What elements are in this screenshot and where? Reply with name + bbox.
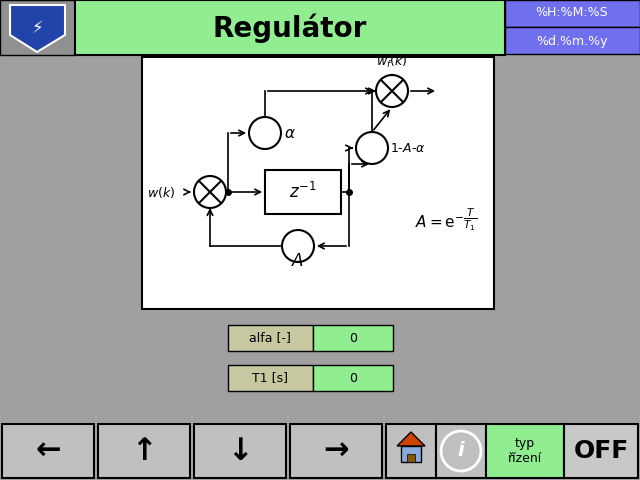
Text: $A = \mathrm{e}^{-\dfrac{T}{T_1}}$: $A = \mathrm{e}^{-\dfrac{T}{T_1}}$ (415, 207, 477, 233)
Text: $\alpha$: $\alpha$ (284, 125, 296, 141)
Text: T1 [s]: T1 [s] (252, 372, 288, 384)
Text: %H:%M:%S: %H:%M:%S (536, 7, 608, 20)
Bar (142, 57, 494, 309)
Bar (228, 365, 313, 391)
Bar (194, 424, 286, 478)
Text: →: → (323, 436, 349, 466)
Circle shape (249, 117, 281, 149)
Bar (98, 424, 190, 478)
Bar (290, 424, 382, 478)
Bar (2, 424, 94, 478)
Text: $w_f(k)$: $w_f(k)$ (376, 54, 408, 70)
Bar (486, 424, 564, 478)
Text: typ
řízení: typ řízení (508, 437, 542, 465)
Text: $A$: $A$ (291, 252, 305, 270)
Bar (0, 0, 75, 55)
Text: 0: 0 (349, 332, 357, 345)
Text: i: i (458, 442, 464, 460)
Text: 0: 0 (349, 372, 357, 384)
Text: ↑: ↑ (131, 436, 157, 466)
Text: $z^{-1}$: $z^{-1}$ (289, 182, 317, 202)
Circle shape (194, 176, 226, 208)
Circle shape (356, 132, 388, 164)
Text: ↓: ↓ (227, 436, 253, 466)
Bar (228, 325, 313, 351)
Bar (505, 27, 640, 54)
Bar (386, 424, 436, 478)
Bar (436, 424, 486, 478)
Bar (313, 325, 393, 351)
Text: alfa [-]: alfa [-] (249, 332, 291, 345)
Polygon shape (397, 432, 425, 446)
Text: $1$-$A$-$\alpha$: $1$-$A$-$\alpha$ (390, 142, 426, 155)
Bar (313, 365, 393, 391)
Circle shape (376, 75, 408, 107)
Text: OFF: OFF (573, 439, 628, 463)
Bar (564, 424, 638, 478)
Bar (407, 454, 415, 462)
Bar (401, 446, 421, 462)
Text: %d.%m.%y: %d.%m.%y (536, 35, 608, 48)
Bar (0, 422, 640, 480)
Text: ⚡: ⚡ (31, 19, 43, 37)
Bar (265, 170, 341, 214)
Text: Regulátor: Regulátor (213, 13, 367, 43)
Polygon shape (10, 5, 65, 52)
Bar (75, 0, 505, 55)
Text: $w(k)$: $w(k)$ (147, 184, 175, 200)
Bar (505, 0, 640, 27)
Circle shape (282, 230, 314, 262)
Circle shape (441, 431, 481, 471)
Text: ←: ← (35, 436, 61, 466)
